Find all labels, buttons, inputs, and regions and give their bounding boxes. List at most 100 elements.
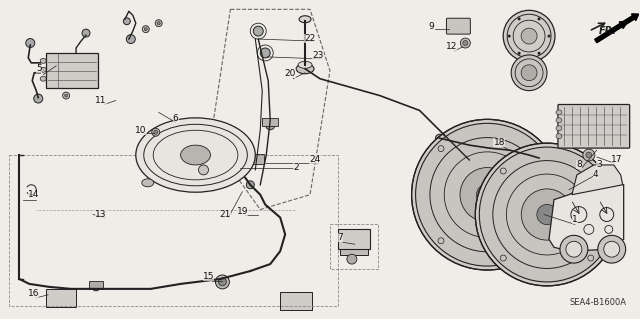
Ellipse shape (556, 118, 562, 123)
Circle shape (142, 26, 149, 33)
Circle shape (144, 28, 147, 31)
Ellipse shape (136, 118, 255, 192)
Circle shape (260, 48, 270, 58)
Circle shape (586, 152, 592, 158)
Circle shape (588, 168, 594, 174)
Circle shape (236, 154, 244, 162)
Text: SEA4-B1600A: SEA4-B1600A (570, 298, 627, 307)
Bar (338, 229, 370, 249)
Circle shape (560, 235, 588, 263)
Circle shape (34, 94, 43, 103)
Text: 3: 3 (596, 160, 602, 169)
Circle shape (435, 134, 444, 142)
Circle shape (253, 26, 263, 36)
Circle shape (216, 275, 229, 289)
Text: 21: 21 (220, 210, 231, 219)
Text: 20: 20 (284, 69, 296, 78)
Bar (340, 239, 368, 255)
Circle shape (152, 128, 160, 136)
Circle shape (518, 52, 520, 55)
Ellipse shape (40, 76, 46, 81)
Circle shape (438, 238, 444, 244)
FancyBboxPatch shape (447, 18, 470, 34)
Ellipse shape (556, 134, 562, 139)
Text: 24: 24 (309, 155, 321, 165)
Circle shape (157, 22, 160, 25)
Text: 11: 11 (95, 96, 107, 105)
Bar (232, 152, 244, 162)
Circle shape (460, 167, 515, 222)
Circle shape (26, 39, 35, 48)
Polygon shape (572, 165, 623, 195)
Circle shape (566, 241, 582, 257)
Bar (330, 225, 378, 269)
Circle shape (500, 168, 506, 174)
Bar (46, 53, 98, 88)
Ellipse shape (556, 126, 562, 131)
Circle shape (92, 283, 100, 291)
Ellipse shape (142, 179, 154, 187)
Text: 23: 23 (312, 51, 324, 60)
Circle shape (82, 29, 90, 37)
Text: 4: 4 (593, 170, 598, 179)
Circle shape (126, 34, 135, 43)
Circle shape (538, 52, 541, 55)
Text: 15: 15 (203, 272, 214, 281)
Circle shape (412, 119, 563, 270)
Text: 17: 17 (611, 155, 623, 165)
Circle shape (124, 18, 131, 25)
Text: 8: 8 (576, 160, 582, 169)
Circle shape (476, 143, 619, 286)
Circle shape (508, 34, 511, 38)
Bar (89, 281, 103, 289)
Bar (46, 289, 76, 307)
Circle shape (256, 156, 264, 164)
Circle shape (266, 121, 275, 130)
Text: 16: 16 (28, 289, 39, 298)
Circle shape (479, 147, 614, 282)
Circle shape (65, 94, 68, 97)
Ellipse shape (556, 110, 562, 115)
Ellipse shape (296, 64, 314, 74)
Bar (252, 154, 264, 164)
Circle shape (415, 123, 559, 266)
Ellipse shape (299, 16, 311, 23)
Text: 14: 14 (28, 190, 39, 199)
Ellipse shape (40, 67, 46, 72)
Circle shape (521, 28, 537, 44)
Circle shape (522, 189, 573, 240)
Circle shape (347, 254, 357, 264)
Text: 22: 22 (305, 33, 316, 42)
Circle shape (198, 165, 209, 175)
Text: FR.: FR. (599, 26, 617, 36)
Circle shape (503, 10, 555, 62)
Circle shape (63, 92, 70, 99)
Circle shape (511, 55, 547, 91)
Text: 7: 7 (337, 233, 343, 242)
Circle shape (156, 20, 162, 27)
Circle shape (588, 255, 594, 261)
FancyBboxPatch shape (558, 105, 630, 148)
Bar (262, 118, 278, 126)
Text: 5: 5 (36, 64, 42, 73)
Circle shape (538, 18, 541, 20)
Circle shape (438, 146, 444, 152)
Text: 9: 9 (429, 22, 435, 31)
Circle shape (465, 159, 474, 167)
Text: 1: 1 (572, 215, 578, 224)
Circle shape (518, 18, 520, 20)
Circle shape (500, 255, 506, 261)
Circle shape (531, 238, 536, 244)
Circle shape (154, 130, 157, 134)
Bar (10, 155, 338, 306)
Ellipse shape (298, 61, 312, 68)
Text: 2: 2 (293, 163, 299, 173)
Circle shape (477, 184, 498, 205)
Text: 10: 10 (135, 126, 147, 135)
Text: 6: 6 (173, 114, 179, 123)
Circle shape (583, 149, 595, 161)
Text: 18: 18 (493, 138, 505, 147)
Circle shape (598, 235, 626, 263)
Circle shape (531, 146, 536, 152)
Circle shape (246, 181, 254, 189)
